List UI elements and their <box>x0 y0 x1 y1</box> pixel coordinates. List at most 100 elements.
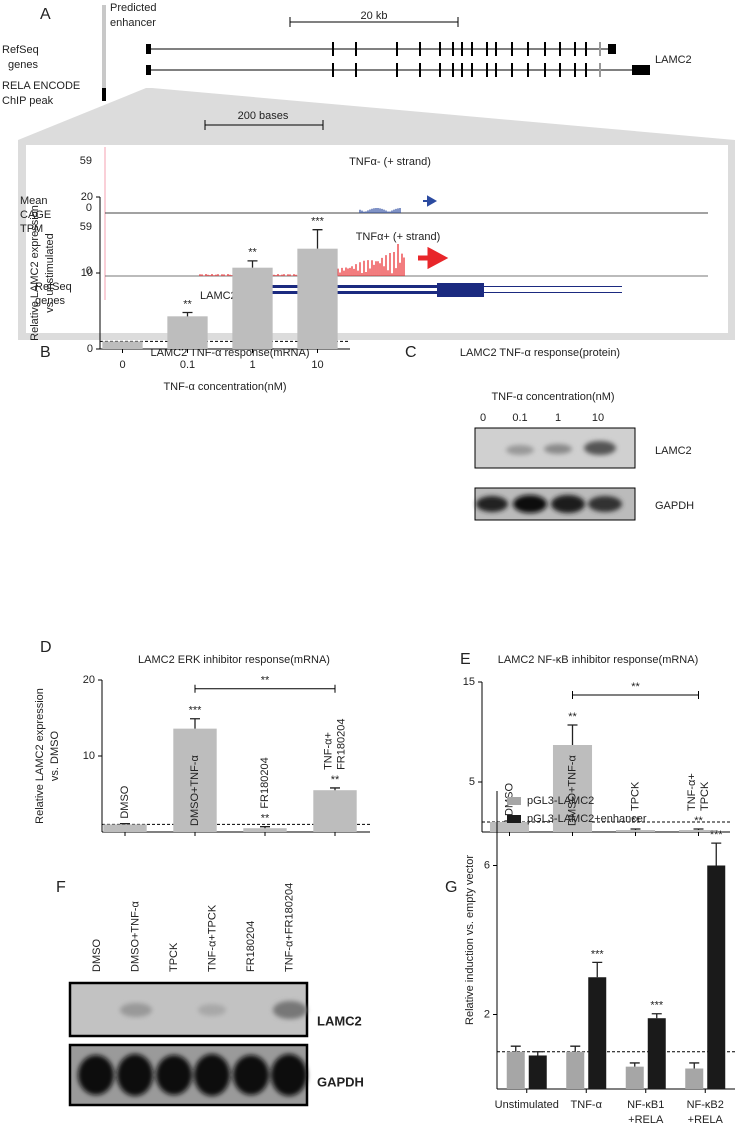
gene-exon <box>632 65 650 75</box>
blot-label: LAMC2 <box>655 445 692 457</box>
significance-bracket <box>572 691 699 699</box>
significance: *** <box>710 829 724 841</box>
bar <box>678 830 719 832</box>
panel-label: B <box>40 344 51 361</box>
bar <box>625 1066 644 1089</box>
cage-peak <box>359 208 401 213</box>
blot-label: GAPDH <box>655 500 694 512</box>
bar <box>243 828 287 832</box>
x-tick-label: 10 <box>311 359 323 371</box>
error-bar <box>693 828 704 830</box>
legend-label: pGL3-LAMC2+enhancer <box>527 813 647 825</box>
error-bar <box>532 1051 543 1056</box>
error-bar <box>630 828 641 830</box>
lane-label: 0.1 <box>512 412 527 424</box>
axis-label: TPM <box>20 223 43 235</box>
axis-label: Mean <box>20 195 48 207</box>
significance: ** <box>261 813 270 825</box>
error-bar <box>312 229 323 249</box>
y-tick-label: 6 <box>484 859 490 871</box>
significance: ** <box>694 815 703 827</box>
track-min: 0 <box>86 265 92 277</box>
gene-exon <box>146 65 151 75</box>
x-tick-label: 1 <box>249 359 255 371</box>
track-max: 59 <box>80 155 92 167</box>
blot-bands <box>506 441 616 455</box>
y-tick-label: 20 <box>81 191 93 203</box>
x-tick-label: TNF-α <box>571 1099 603 1111</box>
significance: ** <box>568 711 577 723</box>
y-tick-label: 5 <box>469 776 475 788</box>
error-bar <box>570 1045 581 1052</box>
lane-label: TNF-α+TPCK <box>206 904 218 972</box>
bar <box>102 341 143 349</box>
lane-label: TNF-α+FR180204 <box>283 883 295 972</box>
error-bar <box>592 961 603 978</box>
track-label: genes <box>8 59 38 71</box>
x-tick-label: NF-κB2 <box>687 1099 724 1111</box>
bar <box>313 790 357 832</box>
error-bar <box>120 822 130 825</box>
scale-label: 200 bases <box>238 110 289 122</box>
bar <box>489 822 530 832</box>
track-min: 0 <box>86 202 92 214</box>
scale-bar <box>204 120 324 130</box>
significance: *** <box>591 948 605 960</box>
track-max: 59 <box>80 221 92 233</box>
panel-label: G <box>445 879 457 896</box>
error-bar <box>689 1062 700 1069</box>
strand-arrow <box>418 246 449 270</box>
y-tick-label: 10 <box>83 750 95 762</box>
error-bar <box>247 260 258 268</box>
y-tick-label: 2 <box>484 1008 490 1020</box>
lane-label: TPCK <box>168 942 180 972</box>
panel-a: A Predicted enhancer RefSeq genes RELA E… <box>2 2 735 340</box>
strand-arrow <box>423 195 438 207</box>
lane-label: FR180204 <box>245 921 257 972</box>
bar <box>167 316 208 349</box>
significance: *** <box>189 705 203 717</box>
bar <box>647 1018 666 1089</box>
track-name: TNFα- (+ strand) <box>349 156 431 168</box>
track-label: genes <box>35 295 65 307</box>
gene-exon <box>608 44 616 54</box>
significance: ** <box>631 681 640 693</box>
category-label: TNF-α+ <box>686 773 698 811</box>
bar <box>506 1051 525 1089</box>
y-axis-label: Relative LAMC2 expression <box>34 688 46 824</box>
enhancer-label: Predicted <box>110 2 156 14</box>
panel-label: D <box>40 639 52 656</box>
bar <box>615 830 656 832</box>
error-bar <box>651 1013 662 1019</box>
x-tick-label: Unstimulated <box>495 1099 559 1111</box>
x-tick-label: NF-κB1 <box>627 1099 664 1111</box>
y-tick-label: 0 <box>87 343 93 355</box>
error-bar <box>711 842 722 866</box>
lane-label: 1 <box>555 412 561 424</box>
blot-bands <box>78 1054 307 1096</box>
bar <box>588 977 607 1089</box>
lane-label: DMSO+TNF-α <box>129 901 141 972</box>
chart-title: LAMC2 TNF-α response(mRNA) <box>151 347 310 359</box>
error-bar <box>629 1062 640 1067</box>
significance: ** <box>183 298 192 310</box>
legend-swatch <box>507 815 521 823</box>
significance: ** <box>261 675 270 687</box>
legend-swatch <box>507 797 521 805</box>
bar <box>297 248 338 349</box>
significance: ** <box>631 815 640 827</box>
x-tick-label: +RELA <box>688 1114 724 1126</box>
significance: *** <box>650 1000 664 1012</box>
x-tick-label: +RELA <box>628 1114 664 1126</box>
y-tick-label: 10 <box>81 267 93 279</box>
blot <box>68 981 309 1038</box>
gene-name: LAMC2 <box>200 290 237 302</box>
gene-tracks <box>146 42 650 77</box>
chart-title: LAMC2 NF-κB inhibitor response(mRNA) <box>498 654 699 666</box>
error-bar <box>330 787 340 791</box>
gene-name: LAMC2 <box>655 54 692 66</box>
legend-label: pGL3-LAMC2 <box>527 795 594 807</box>
bar <box>173 728 217 832</box>
bar <box>103 824 147 832</box>
